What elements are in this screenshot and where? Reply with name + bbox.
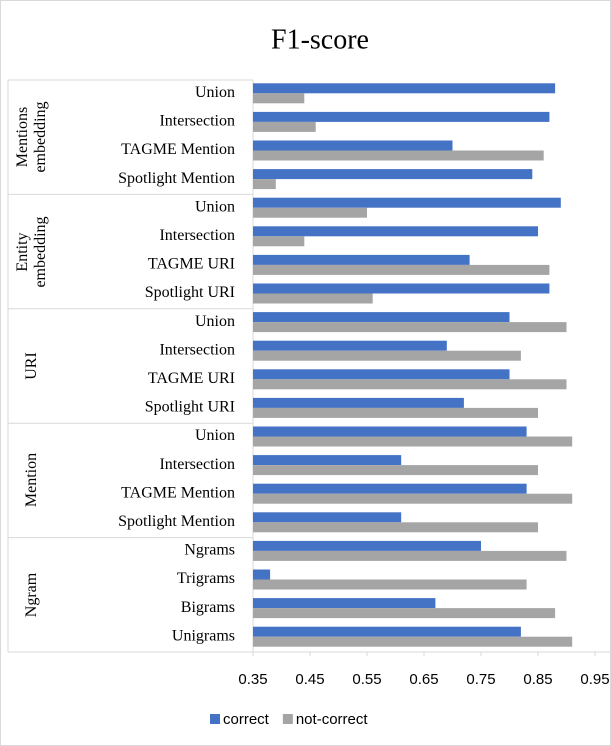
bar xyxy=(253,465,538,476)
bar xyxy=(253,197,561,208)
x-tick-label: 0.45 xyxy=(295,671,324,688)
y-tick-label: Bigrams xyxy=(181,599,235,616)
y-tick-label: Intersection xyxy=(159,456,235,473)
bar xyxy=(253,207,367,218)
bar xyxy=(253,455,402,466)
bar xyxy=(253,179,276,190)
y-tick-label: TAGME Mention xyxy=(121,141,235,158)
bar xyxy=(253,397,464,408)
y-tick-label: Spotlight URI xyxy=(145,399,235,416)
x-tick-label: 0.85 xyxy=(523,671,552,688)
legend-swatch xyxy=(282,714,293,724)
bar xyxy=(253,93,305,104)
bar xyxy=(253,407,538,418)
y-tick-label: TAGME URI xyxy=(148,370,235,387)
bar xyxy=(253,579,527,590)
y-tick-label: TAGME Mention xyxy=(121,484,235,501)
bar xyxy=(253,522,538,533)
bar xyxy=(253,569,271,580)
bar xyxy=(253,264,550,275)
y-tick-label: Intersection xyxy=(159,227,235,244)
bar xyxy=(253,121,316,132)
bar xyxy=(253,540,481,551)
group-label: Mention xyxy=(23,453,40,508)
bar xyxy=(253,369,510,380)
bar xyxy=(253,550,567,561)
bar xyxy=(253,493,573,504)
bar xyxy=(253,169,533,180)
group-label: URI xyxy=(23,352,40,380)
bar xyxy=(253,254,470,265)
bar xyxy=(253,483,527,494)
y-tick-label: TAGME URI xyxy=(148,256,235,273)
legend-label: not-correct xyxy=(296,711,369,728)
chart-title: F1-score xyxy=(271,24,369,55)
x-tick-label: 0.75 xyxy=(466,671,495,688)
bar xyxy=(253,150,544,161)
bar xyxy=(253,626,521,637)
bar xyxy=(253,350,521,361)
y-tick-label: Union xyxy=(195,198,235,215)
group-label: Mentions embedding xyxy=(14,101,49,173)
y-tick-label: Intersection xyxy=(159,113,235,130)
legend-swatch xyxy=(210,714,220,724)
bar xyxy=(253,608,556,619)
y-tick-label: Union xyxy=(195,427,235,444)
y-tick-label: Intersection xyxy=(159,341,235,358)
bar xyxy=(253,598,436,609)
y-tick-label: Ngrams xyxy=(184,542,235,559)
bar xyxy=(253,111,550,122)
y-tick-label: Spotlight Mention xyxy=(118,170,235,187)
group-label: Ngram xyxy=(23,572,40,618)
bar xyxy=(253,226,538,237)
bar xyxy=(253,140,453,151)
y-tick-label: Spotlight URI xyxy=(145,284,235,301)
bar xyxy=(253,512,402,523)
bar xyxy=(253,283,550,294)
x-tick-label: 0.55 xyxy=(352,671,381,688)
legend-label: correct xyxy=(223,711,270,728)
bar xyxy=(253,379,567,390)
x-tick-label: 0.65 xyxy=(409,671,438,688)
bar xyxy=(253,436,573,447)
y-tick-label: Spotlight Mention xyxy=(118,513,235,530)
bar xyxy=(253,340,447,351)
y-tick-label: Union xyxy=(195,84,235,101)
bar xyxy=(253,426,527,437)
bar xyxy=(253,322,567,333)
bar xyxy=(253,293,373,304)
y-tick-label: Unigrams xyxy=(172,627,235,644)
group-label: Entity embedding xyxy=(14,216,49,288)
bar xyxy=(253,312,510,323)
bar xyxy=(253,636,573,647)
y-tick-label: Trigrams xyxy=(177,570,235,587)
y-tick-label: Union xyxy=(195,313,235,330)
bar xyxy=(253,236,305,247)
bar xyxy=(253,83,556,94)
x-tick-label: 0.95 xyxy=(580,671,609,688)
x-tick-label: 0.35 xyxy=(238,671,267,688)
